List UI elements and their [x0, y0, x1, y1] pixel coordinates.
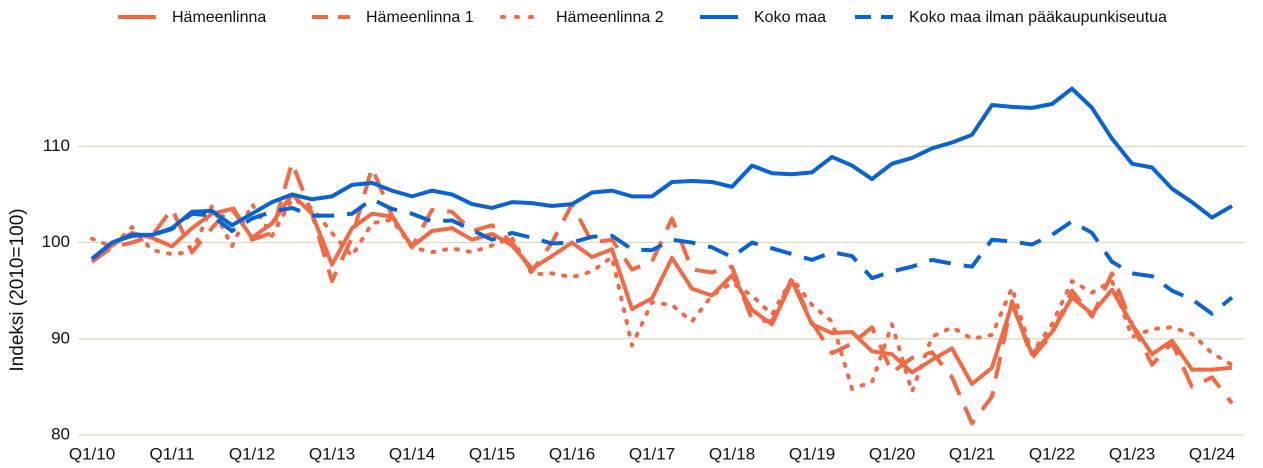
x-tick-label: Q1/23 [1109, 444, 1155, 463]
y-tick-label: 80 [51, 424, 70, 443]
legend-label: Hämeenlinna [172, 9, 266, 26]
x-tick-label: Q1/17 [629, 444, 675, 463]
legend-label: Koko maa ilman pääkaupunkiseutua [909, 9, 1167, 26]
legend-label: Koko maa [754, 9, 826, 26]
x-tick-label: Q1/13 [309, 444, 355, 463]
x-tick-label: Q1/10 [69, 444, 115, 463]
x-tick-label: Q1/14 [389, 444, 435, 463]
y-tick-label: 100 [42, 232, 70, 251]
x-tick-label: Q1/18 [709, 444, 755, 463]
x-tick-label: Q1/24 [1189, 444, 1235, 463]
y-axis-label: Indeksi (2010=100) [7, 208, 28, 371]
x-tick-label: Q1/15 [469, 444, 515, 463]
x-tick-label: Q1/16 [549, 444, 595, 463]
y-tick-label: 90 [51, 328, 70, 347]
x-tick-label: Q1/12 [229, 444, 275, 463]
series-line [90, 160, 1234, 426]
x-tick-label: Q1/21 [949, 444, 995, 463]
series-line [90, 197, 1234, 316]
x-tick-label: Q1/20 [869, 444, 915, 463]
series-line [90, 192, 1233, 387]
x-tick-label: Q1/22 [1029, 444, 1075, 463]
series-line [90, 86, 1233, 261]
legend-label: Hämeenlinna 2 [556, 9, 664, 26]
y-tick-label: 110 [43, 136, 70, 155]
x-tick-label: Q1/19 [789, 444, 835, 463]
series-line [90, 197, 1234, 394]
legend-label: Hämeenlinna 1 [366, 9, 474, 26]
x-tick-label: Q1/11 [149, 444, 194, 463]
